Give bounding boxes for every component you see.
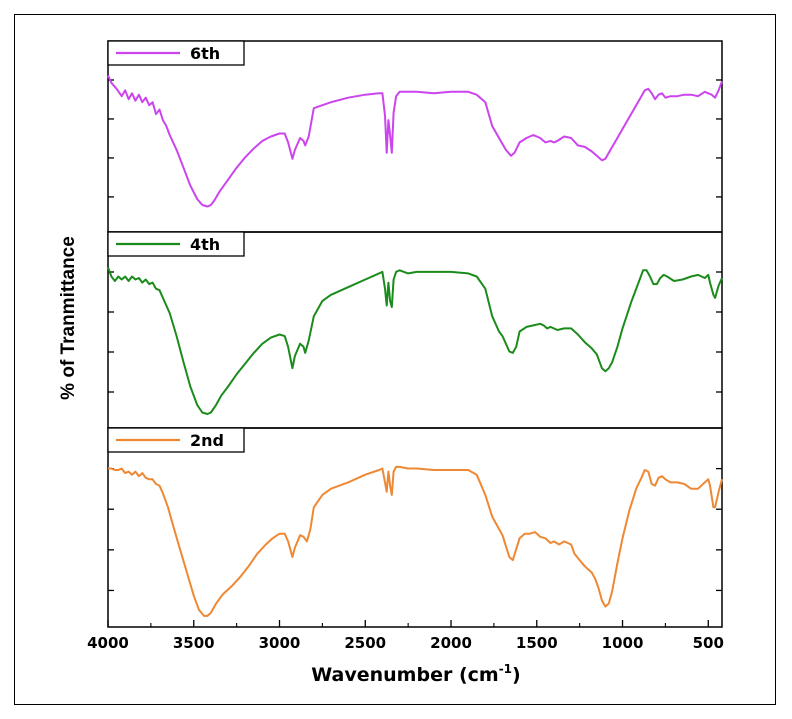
- x-tick-label: 1000: [602, 634, 644, 652]
- series-line-2nd: [108, 465, 723, 617]
- labels-layer: % of Tranmittance Wavenumber (cm-1): [58, 236, 521, 686]
- legend-label: 4th: [190, 235, 220, 254]
- legend-4th: 4th: [107, 231, 245, 257]
- legend-label: 2nd: [190, 431, 224, 450]
- legend-2nd: 2nd: [107, 427, 245, 453]
- x-tick-label: 1500: [516, 634, 558, 652]
- x-tick-label: 500: [693, 634, 724, 652]
- x-axis-title: Wavenumber (cm-1): [311, 662, 520, 686]
- legend-label: 6th: [190, 44, 220, 63]
- panels-layer: 6th 4th 2nd: [107, 40, 723, 628]
- x-axis-title-close: ): [512, 664, 521, 686]
- y-axis-title: % of Tranmittance: [58, 236, 79, 400]
- x-tick-label: 2500: [344, 634, 386, 652]
- series-line-6th: [107, 74, 723, 208]
- figure-border: [14, 14, 776, 705]
- x-axis-title-sup: -1: [499, 662, 512, 676]
- x-tick-label: 4000: [87, 634, 129, 652]
- x-tick-label: 2000: [430, 634, 472, 652]
- panel-2nd: 2nd: [107, 427, 723, 628]
- series-line-4th: [107, 266, 723, 415]
- ticks-layer: 4000 3500 3000 2500 2000 1500 1000 500: [87, 620, 724, 652]
- panel-6th: 6th: [107, 40, 723, 233]
- panel-frame: [107, 427, 723, 628]
- x-tick-label: 3500: [173, 634, 215, 652]
- panel-frame: [107, 231, 723, 429]
- x-axis-title-main: Wavenumber (cm: [311, 664, 498, 686]
- legend-6th: 6th: [107, 40, 245, 66]
- panel-4th: 4th: [107, 231, 723, 429]
- x-tick-label: 3000: [259, 634, 301, 652]
